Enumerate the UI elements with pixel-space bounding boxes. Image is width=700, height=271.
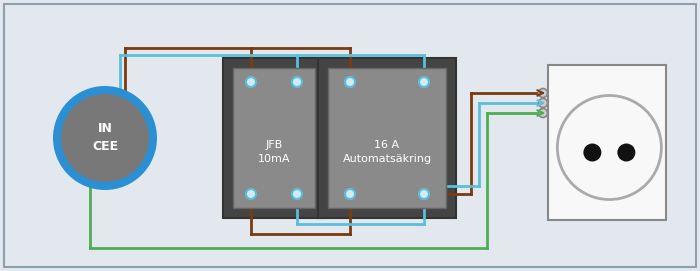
Circle shape xyxy=(61,94,149,182)
FancyBboxPatch shape xyxy=(223,58,325,218)
FancyBboxPatch shape xyxy=(318,58,456,218)
Circle shape xyxy=(246,189,256,199)
Circle shape xyxy=(557,95,662,199)
Text: IN
CEE: IN CEE xyxy=(92,122,118,153)
Circle shape xyxy=(345,189,355,199)
Circle shape xyxy=(53,86,157,190)
Circle shape xyxy=(292,189,302,199)
Circle shape xyxy=(538,108,547,118)
Circle shape xyxy=(538,89,547,98)
Circle shape xyxy=(292,77,302,87)
Circle shape xyxy=(538,98,547,108)
Text: JFB
10mA: JFB 10mA xyxy=(258,140,290,164)
Circle shape xyxy=(419,77,429,87)
Circle shape xyxy=(617,144,636,162)
Circle shape xyxy=(583,144,601,162)
FancyBboxPatch shape xyxy=(328,68,446,208)
FancyBboxPatch shape xyxy=(233,68,315,208)
Circle shape xyxy=(419,189,429,199)
Text: 16 A
Automatsäkring: 16 A Automatsäkring xyxy=(342,140,432,164)
Circle shape xyxy=(246,77,256,87)
Circle shape xyxy=(345,77,355,87)
FancyBboxPatch shape xyxy=(548,65,666,220)
